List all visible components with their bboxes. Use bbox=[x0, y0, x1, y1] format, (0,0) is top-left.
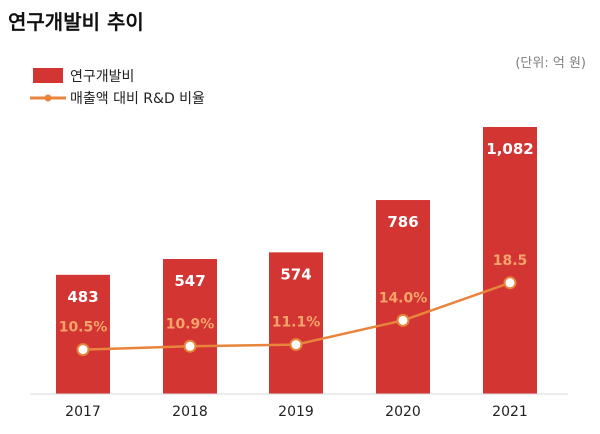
ratio-point-2019 bbox=[289, 338, 303, 352]
x-tick-label: 2021 bbox=[492, 404, 528, 420]
legend-line-marker bbox=[44, 94, 52, 102]
x-axis-ticks: 2017 2018 2019 2020 2021 bbox=[65, 404, 528, 420]
ratio-value-label: 18.5 bbox=[493, 253, 528, 269]
bar-2021 bbox=[483, 127, 537, 394]
ratio-value-label: 11.1% bbox=[272, 315, 321, 331]
bar-series: 483 547 574 786 1,082 bbox=[56, 127, 537, 394]
legend: 연구개발비 매출액 대비 R&D 비율 bbox=[30, 68, 205, 107]
ratio-value-label: 10.5% bbox=[59, 320, 108, 336]
legend-bar-label: 연구개발비 bbox=[70, 69, 134, 85]
bar-2018 bbox=[163, 259, 217, 394]
x-tick-label: 2018 bbox=[172, 404, 208, 420]
ratio-point-2018 bbox=[183, 339, 197, 353]
bar-2020 bbox=[376, 200, 430, 394]
ratio-point-2021 bbox=[503, 276, 517, 290]
x-tick-label: 2017 bbox=[65, 404, 101, 420]
bar-value-label: 483 bbox=[67, 288, 98, 306]
ratio-point-2017 bbox=[76, 343, 90, 357]
ratio-value-label: 14.0% bbox=[379, 290, 428, 306]
chart-title: 연구개발비 추이 bbox=[8, 10, 144, 34]
ratio-point-2020 bbox=[396, 313, 410, 327]
ratio-value-label: 10.9% bbox=[166, 316, 215, 332]
x-tick-label: 2020 bbox=[385, 404, 421, 420]
bar-value-label: 1,082 bbox=[486, 140, 533, 158]
ratio-series: 10.5% 10.9% 11.1% 14.0% 18.5 bbox=[59, 253, 528, 357]
bar-2017 bbox=[56, 274, 110, 394]
bar-value-label: 547 bbox=[174, 272, 205, 290]
bar-2019 bbox=[269, 252, 323, 394]
unit-label: (단위: 억 원) bbox=[515, 56, 586, 71]
bar-value-label: 786 bbox=[387, 213, 418, 231]
bar-value-label: 574 bbox=[280, 265, 311, 283]
legend-bar-swatch bbox=[33, 68, 63, 83]
x-tick-label: 2019 bbox=[278, 404, 314, 420]
legend-line-label: 매출액 대비 R&D 비율 bbox=[70, 91, 205, 107]
